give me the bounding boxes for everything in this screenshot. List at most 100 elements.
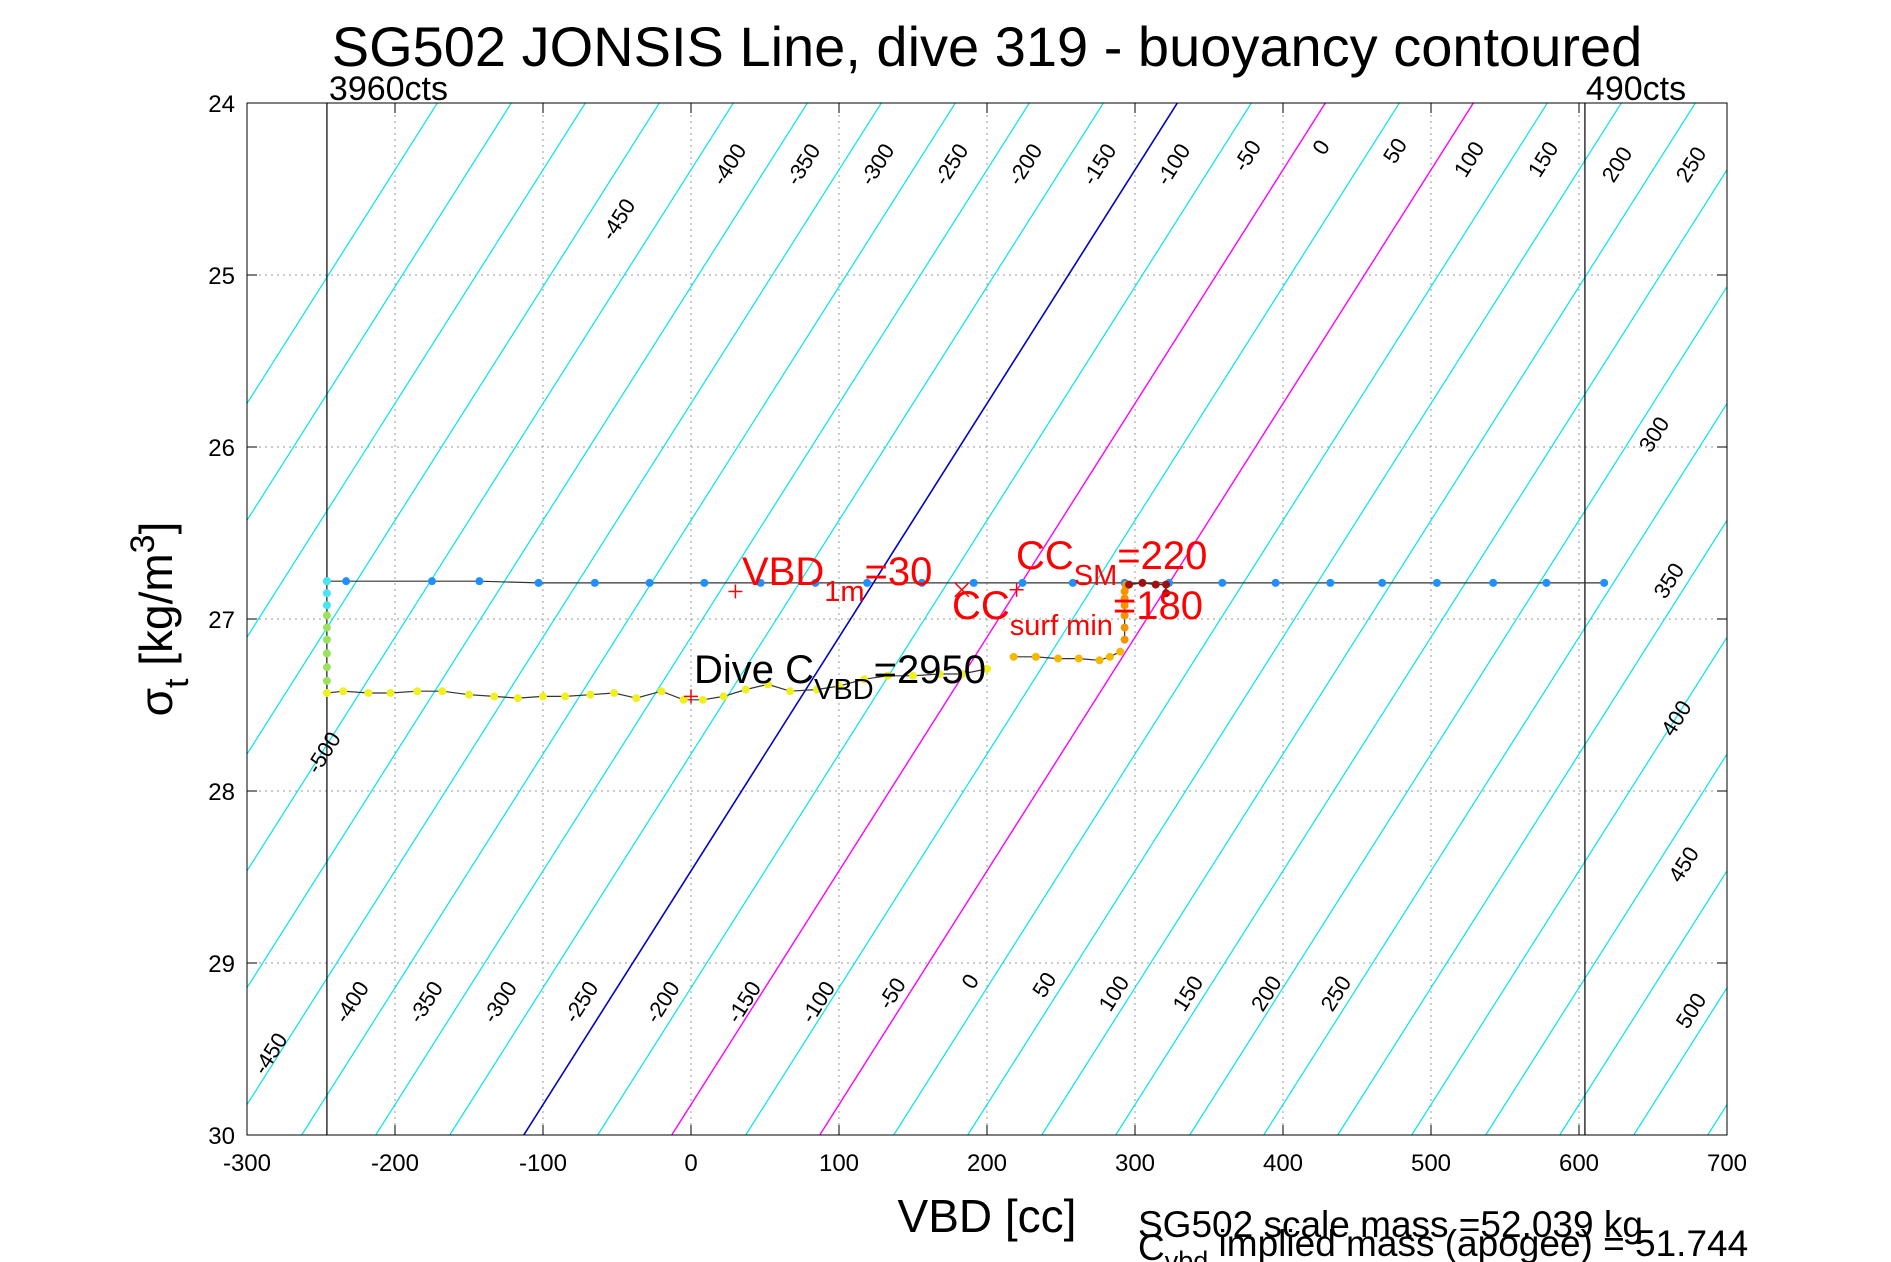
contour-label: 250	[1671, 142, 1712, 186]
x-tick-label: 0	[684, 1150, 697, 1177]
trace-line	[1013, 651, 1121, 661]
data-point	[1054, 654, 1063, 663]
cc-sm-sub: SM	[1074, 560, 1118, 592]
y-axis-label-sub: t	[158, 678, 196, 688]
contour-line--350	[247, 103, 660, 756]
data-point	[322, 688, 331, 697]
data-point	[1542, 578, 1551, 587]
x-axis-label: VBD [cc]	[898, 1190, 1077, 1242]
contour-label: -300	[855, 139, 900, 190]
contour-line-300	[967, 103, 1622, 1135]
vbd-1m-sub: 1m	[824, 576, 864, 608]
data-point	[1068, 578, 1077, 587]
x-tick-label: 300	[1115, 1150, 1155, 1177]
data-point	[917, 578, 926, 587]
scale-mass-text: SG502 scale mass =52.039 kg	[1138, 1204, 1643, 1245]
data-point	[586, 690, 595, 699]
data-point	[835, 682, 843, 691]
data-point	[322, 663, 331, 672]
contour-label: -400	[707, 139, 752, 190]
data-point	[957, 670, 966, 679]
contour-line--500	[247, 103, 438, 405]
contour-line-0	[523, 103, 1179, 1135]
data-point	[1326, 578, 1335, 587]
x-marker	[954, 582, 970, 598]
contour-line-750	[1633, 986, 1727, 1135]
contour-label: 350	[1648, 558, 1689, 602]
contour-label: -200	[640, 977, 685, 1028]
contour-label: -500	[301, 727, 346, 778]
contour-label: -50	[1228, 136, 1266, 176]
data-point	[1489, 578, 1498, 587]
y-axis-label-sup: 3	[124, 534, 162, 553]
cc-sm-value: =220	[1117, 534, 1207, 578]
y-tick-label: 28	[208, 779, 235, 806]
contour-line-450	[1189, 285, 1727, 1135]
data-point	[863, 578, 872, 587]
data-point	[657, 687, 666, 696]
contour-label: 100	[1093, 971, 1134, 1015]
y-axis-label-unit: [kg/m	[130, 553, 182, 678]
contour-label: 150	[1523, 137, 1564, 181]
contour-line-700	[1559, 869, 1727, 1135]
data-point	[645, 578, 654, 587]
contour-label: -150	[1077, 139, 1122, 190]
data-point	[1120, 611, 1129, 620]
contour-line--50	[449, 103, 1104, 1135]
data-point	[322, 611, 331, 620]
y-axis-label: σt [kg/m3]	[124, 522, 196, 717]
data-point	[1125, 580, 1134, 589]
buoyancy-contours	[247, 103, 1727, 1135]
data-point	[632, 694, 641, 703]
contour-label: 0	[1307, 135, 1335, 159]
contour-label: 450	[1663, 842, 1704, 886]
contour-line--150	[301, 103, 956, 1135]
data-point	[590, 578, 599, 587]
contour-label: 0	[956, 969, 984, 993]
data-point	[1095, 656, 1104, 665]
data-point	[322, 649, 331, 658]
x-tick-label: 600	[1559, 1150, 1599, 1177]
y-tick-label: 24	[208, 91, 235, 118]
y-tick-label: 26	[208, 435, 235, 462]
data-point	[786, 687, 795, 696]
cc-sm-annotation: CCSM=220	[1016, 534, 1207, 592]
contour-line--300	[247, 103, 734, 873]
x-tick-label: -100	[519, 1150, 567, 1177]
data-point	[1378, 578, 1387, 587]
contour-line-250	[893, 103, 1548, 1135]
data-point	[700, 578, 709, 587]
implied-mass-c: C	[1138, 1227, 1165, 1262]
data-point	[1009, 652, 1018, 661]
contour-label: -300	[477, 977, 522, 1028]
trace-line	[326, 580, 1605, 584]
contour-label: 400	[1656, 696, 1697, 740]
data-point	[322, 589, 331, 598]
grid	[247, 103, 1727, 1135]
contour-label: 300	[1634, 412, 1675, 456]
dive-cvbd-annotation: Dive CVBD=2950	[694, 648, 986, 706]
data-point	[883, 671, 892, 680]
data-point	[763, 680, 772, 689]
implied-mass-rest: implied mass (apogee) = 51.744	[1208, 1223, 1748, 1262]
data-point	[539, 692, 547, 701]
data-point	[386, 688, 395, 697]
implied-mass-text: Cvbd implied mass (apogee) = 51.744	[1138, 1223, 1748, 1262]
data-point	[1218, 578, 1227, 587]
data-point	[1271, 578, 1280, 587]
data-point	[935, 670, 944, 679]
vbd-limit-label: 3960cts	[329, 70, 448, 108]
contour-label: -400	[329, 977, 374, 1028]
data-point	[438, 687, 447, 696]
data-point	[1138, 578, 1147, 587]
data-point	[342, 577, 351, 586]
data-series	[322, 577, 1609, 704]
data-point	[322, 635, 331, 644]
vbd-limit-label: 490cts	[1586, 70, 1686, 108]
contour-label: -350	[781, 139, 826, 190]
data-point	[322, 623, 331, 632]
cc-surf-min-value: =180	[1113, 584, 1203, 628]
cc-sm-main: CC	[1016, 534, 1074, 578]
data-point	[812, 685, 821, 694]
contour-label: -350	[403, 977, 448, 1028]
